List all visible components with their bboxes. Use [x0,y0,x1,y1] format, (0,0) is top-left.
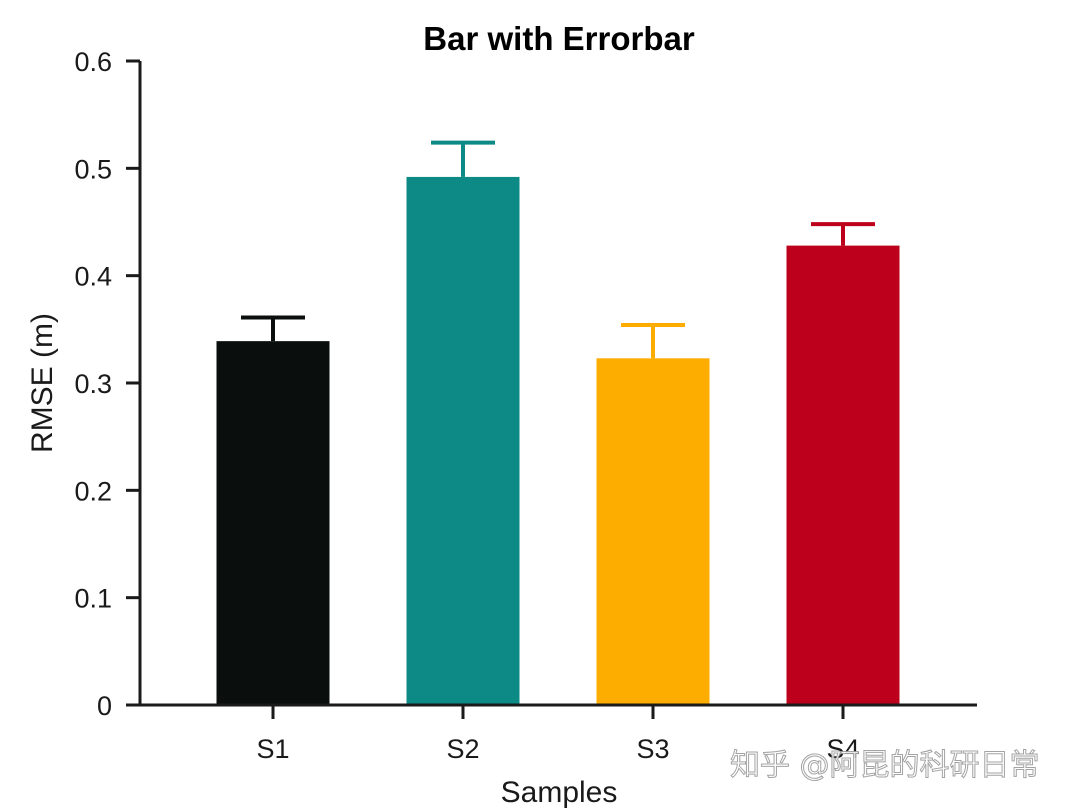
watermark: 知乎 @阿昆的科研日常 [730,748,1040,783]
bars-group [216,176,900,706]
y-tick-label: 0.2 [74,476,112,506]
bar-s1 [216,341,330,705]
y-axis-label: RMSE (m) [26,313,59,453]
x-axis-ticks: S1 S2 S3 S4 [256,705,860,764]
bar-s2 [406,176,520,706]
bar-s3 [596,358,710,705]
x-tick-label: S1 [256,734,289,764]
y-tick-label: 0.1 [74,584,112,614]
y-tick-label: 0.5 [74,154,112,184]
errorbars-group [241,140,875,359]
chart-title: Bar with Errorbar [423,20,695,57]
bar-s4 [786,245,900,705]
x-tick-label: S2 [446,734,479,764]
y-axis-ticks: 0 0.1 0.2 0.3 0.4 0.5 0.6 [74,47,140,721]
y-tick-label: 0.6 [74,47,112,77]
x-tick-label: S4 [826,734,859,764]
x-axis-label: Samples [501,776,618,809]
y-tick-label: 0 [97,691,112,721]
y-tick-label: 0.4 [74,262,112,292]
x-tick-label: S3 [636,734,669,764]
y-tick-label: 0.3 [74,369,112,399]
